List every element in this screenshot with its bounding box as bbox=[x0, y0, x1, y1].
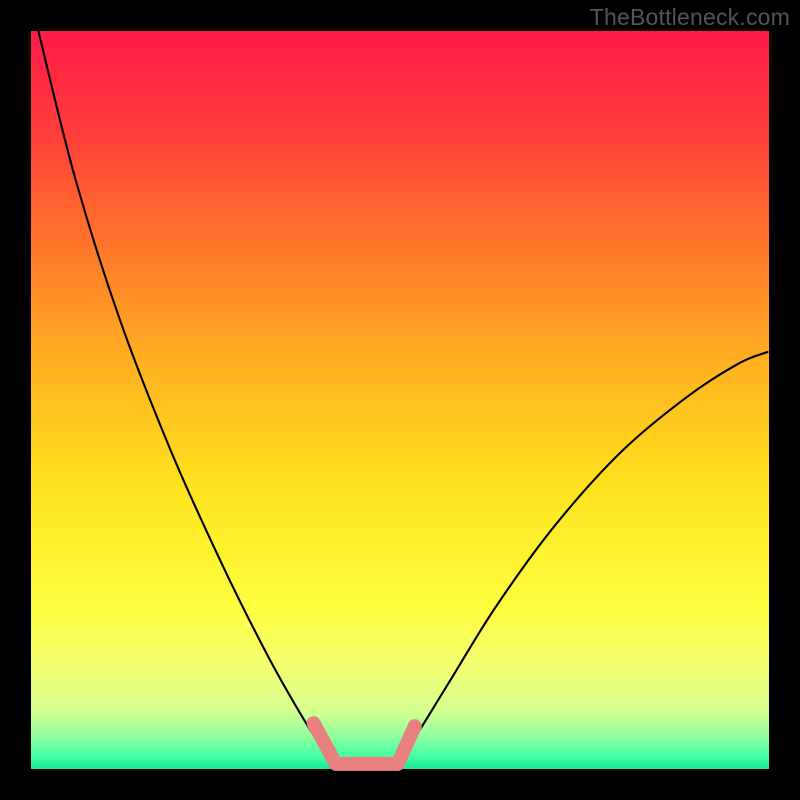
bottleneck-chart bbox=[0, 0, 800, 800]
plot-background bbox=[31, 31, 769, 769]
chart-stage: TheBottleneck.com bbox=[0, 0, 800, 800]
